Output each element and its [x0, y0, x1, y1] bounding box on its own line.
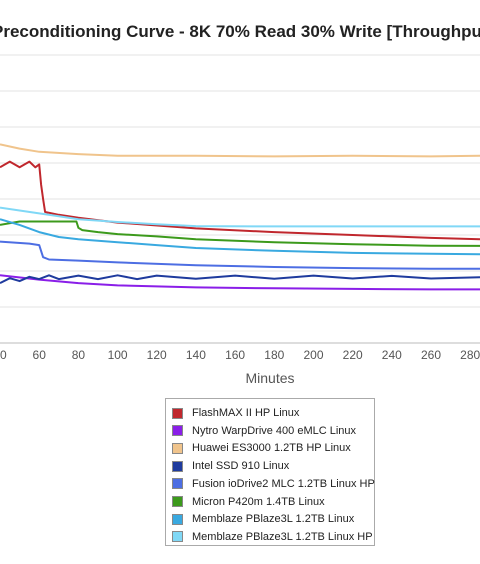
legend-item: Fusion ioDrive2 MLC 1.2TB Linux HP	[172, 476, 375, 492]
chart-series	[0, 143, 480, 291]
legend-swatch	[172, 460, 183, 472]
x-tick-label: 60	[33, 348, 47, 362]
series-line-7	[0, 206, 480, 228]
legend-item: Huawei ES3000 1.2TB HP Linux	[172, 440, 351, 456]
x-tick-label: 220	[343, 348, 363, 362]
legend-item: FlashMAX II HP Linux	[172, 405, 299, 421]
x-tick-label: 180	[264, 348, 284, 362]
x-axis: 40 60 80 100 120 140 160 180 200 220 240 260 280	[0, 348, 480, 362]
x-tick-label: 260	[421, 348, 441, 362]
x-tick-label: 280	[460, 348, 480, 362]
x-tick-label: 40	[0, 348, 7, 362]
legend-item: Intel SSD 910 Linux	[172, 458, 289, 474]
legend-label: Huawei ES3000 1.2TB HP Linux	[192, 442, 351, 455]
chart-grid	[0, 54, 480, 344]
x-tick-label: 240	[382, 348, 402, 362]
series-line-6	[0, 218, 480, 256]
series-line-5	[0, 220, 480, 247]
series-line-0	[0, 160, 480, 241]
x-axis-label: Minutes	[245, 370, 294, 386]
legend-swatch	[172, 478, 183, 490]
legend-label: Fusion ioDrive2 MLC 1.2TB Linux HP	[192, 477, 375, 490]
legend-swatch	[172, 496, 183, 507]
legend-swatch	[172, 513, 183, 525]
legend-label: Memblaze PBlaze3L 1.2TB Linux	[192, 513, 355, 526]
x-tick-label: 120	[147, 348, 167, 362]
series-line-3	[0, 274, 480, 284]
legend-swatch	[172, 425, 183, 437]
legend-label: Memblaze PBlaze3L 1.2TB Linux HP	[192, 530, 373, 543]
legend-item: Memblaze PBlaze3L 1.2TB Linux HP	[172, 529, 373, 545]
legend-label: Micron P420m 1.4TB Linux	[192, 495, 325, 508]
legend-swatch	[172, 442, 183, 454]
series-line-1	[0, 274, 480, 291]
x-tick-label: 100	[108, 348, 128, 362]
legend-label: FlashMAX II HP Linux	[192, 407, 300, 419]
chart-title: Preconditioning Curve - 8K 70% Read 30% …	[0, 22, 480, 41]
legend-label: Nytro WarpDrive 400 eMLC Linux	[192, 424, 357, 437]
legend: FlashMAX II HP Linux Nytro WarpDrive 400 …	[165, 398, 375, 546]
legend-label: Intel SSD 910 Linux	[192, 460, 290, 473]
legend-swatch	[172, 407, 183, 419]
legend-item: Nytro WarpDrive 400 eMLC Linux	[172, 423, 356, 439]
legend-swatch	[172, 531, 183, 543]
x-tick-label: 80	[72, 348, 86, 362]
x-tick-label: 140	[186, 348, 206, 362]
x-tick-label: 200	[303, 348, 323, 362]
series-line-2	[0, 143, 480, 158]
legend-item: Memblaze PBlaze3L 1.2TB Linux	[172, 511, 354, 527]
series-line-4	[0, 240, 480, 270]
x-tick-label: 160	[225, 348, 245, 362]
legend-item: Micron P420m 1.4TB Linux	[172, 494, 325, 510]
